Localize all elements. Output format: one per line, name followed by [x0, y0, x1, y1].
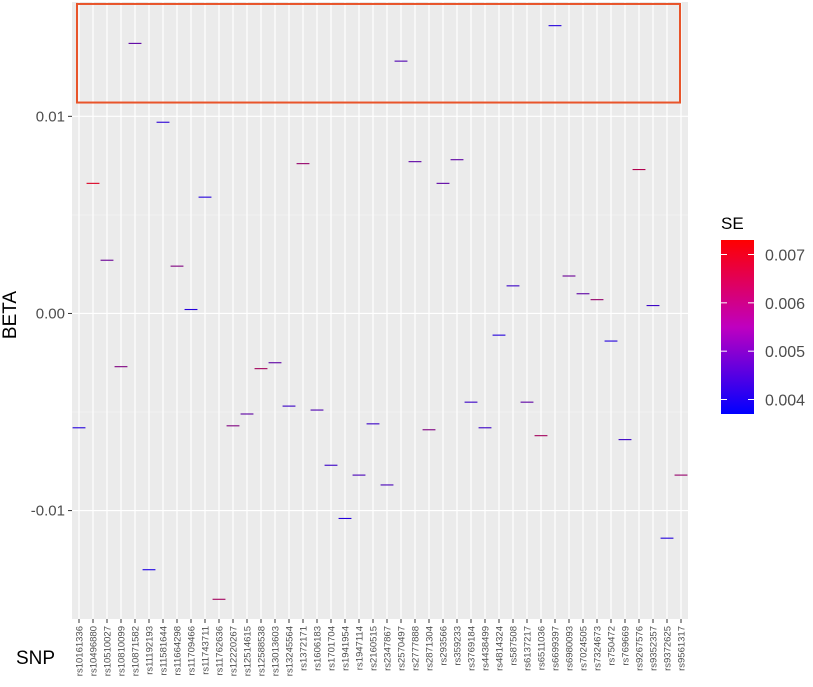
x-tick-label: rs11743711 [201, 626, 212, 675]
grid-minor [72, 214, 688, 413]
x-tick-label: rs2871304 [425, 626, 436, 671]
y-tick-label: 0.01 [36, 108, 65, 125]
x-tick-label: rs9561317 [677, 626, 688, 671]
y-tick-label: -0.01 [31, 503, 65, 520]
x-tick-label: rs10810099 [117, 626, 128, 676]
legend-tick-label: 0.005 [765, 344, 805, 361]
x-tick-label: rs13013603 [271, 626, 282, 676]
x-tick-label: rs12588538 [257, 626, 268, 676]
x-tick-label: rs9372625 [663, 626, 674, 671]
x-tick-label: rs2160515 [369, 626, 380, 671]
x-tick-label: rs12514615 [243, 626, 254, 676]
x-tick-label: rs6137217 [523, 626, 534, 671]
x-tick-label: rs750472 [607, 626, 618, 666]
x-tick-label: rs9267576 [635, 626, 646, 671]
legend-tick-label: 0.006 [765, 296, 805, 313]
data-marks [72, 25, 688, 600]
legend-tick-label: 0.004 [765, 393, 805, 410]
x-tick-label: rs11762636 [215, 626, 226, 675]
highlight-box [76, 2, 681, 104]
x-tick-label: rs12220267 [229, 626, 240, 676]
x-tick-label: rs6511036 [537, 626, 548, 670]
x-tick-label: rs11709466 [187, 626, 198, 675]
grid-major [72, 2, 688, 619]
legend-title: SE [721, 214, 744, 233]
x-axis: rs10161336 rs10496880 rs10510027 rs10810099… [75, 619, 688, 676]
x-tick-label: rs293566 [439, 626, 450, 666]
x-tick-label: rs7324673 [593, 626, 604, 671]
x-tick-label: rs3769184 [467, 626, 478, 671]
x-tick-label: rs1941954 [341, 626, 352, 671]
x-tick-label: rs6980093 [565, 626, 576, 671]
x-tick-label: rs769669 [621, 626, 632, 666]
x-tick-label: rs4438499 [481, 626, 492, 671]
x-tick-label: rs11664298 [173, 626, 184, 675]
x-tick-label: rs2347867 [383, 626, 394, 671]
x-tick-label: rs6699397 [551, 626, 562, 671]
x-tick-label: rs7024505 [579, 626, 590, 671]
legend: SE 0.004 0.005 0.006 0.007 [721, 214, 805, 414]
x-tick-label: rs10871582 [131, 626, 142, 676]
x-axis-title: SNP [16, 648, 55, 669]
y-axis-title: BETA [0, 291, 21, 340]
x-tick-label: rs1606183 [313, 626, 324, 671]
x-tick-label: rs9352357 [649, 626, 660, 671]
x-tick-label: rs10161336 [75, 626, 86, 676]
legend-colorbar [721, 240, 754, 414]
x-tick-label: rs2777888 [411, 626, 422, 671]
legend-tick-label: 0.007 [765, 248, 805, 265]
x-tick-label: rs1372171 [299, 626, 310, 671]
x-tick-label: rs1701704 [327, 626, 338, 671]
x-tick-label: rs2570497 [397, 626, 408, 671]
x-tick-label: rs10510027 [103, 626, 114, 676]
x-tick-label: rs359233 [453, 626, 464, 666]
x-tick-label: rs10496880 [89, 626, 100, 676]
x-tick-label: rs13245564 [285, 626, 296, 676]
y-tick-label: 0.00 [36, 305, 65, 322]
y-axis: -0.01 0.00 0.01 [31, 108, 72, 520]
x-tick-label: rs11192193 [145, 626, 156, 675]
x-tick-label: rs11581644 [159, 626, 170, 675]
x-tick-label: rs1947114 [355, 626, 366, 670]
panel-background [72, 2, 688, 619]
x-tick-label: rs587508 [509, 626, 520, 666]
x-tick-label: rs4814324 [495, 626, 506, 671]
